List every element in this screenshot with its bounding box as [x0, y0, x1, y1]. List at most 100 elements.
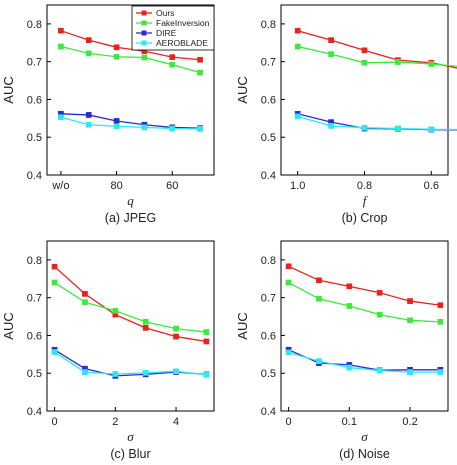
data-point [85, 37, 92, 43]
data-point [328, 37, 334, 43]
legend-label: FakeInversion [156, 18, 210, 28]
data-point [285, 349, 292, 356]
series-ours [51, 263, 210, 345]
data-point [85, 50, 92, 57]
y-tick-label: 0.6 [261, 330, 276, 342]
legend-marker [141, 10, 147, 16]
data-point [376, 367, 383, 374]
data-point [58, 114, 64, 121]
data-point [376, 311, 383, 318]
plot-frame [280, 4, 449, 176]
x-axis-label: σ [361, 429, 368, 444]
data-point [58, 27, 64, 34]
plot-frame [280, 240, 449, 412]
y-axis-label: AUC [235, 76, 250, 103]
x-tick-label: 4 [173, 416, 179, 428]
data-point [203, 338, 210, 345]
y-tick-label: 0.6 [27, 330, 42, 342]
x-tick-label: 80 [110, 180, 122, 192]
y-tick-label: 0.8 [261, 19, 276, 31]
subplot-1: 0.4 0.5 0.6 0.7 0.8 w/o 80 60 AUC q (a) JPEG [1, 4, 215, 225]
x-tick-label: 0.1 [342, 416, 357, 428]
series-line [288, 349, 441, 371]
legend-entry: AEROBLADE [136, 38, 208, 48]
data-point [346, 283, 353, 290]
data-point [437, 318, 444, 325]
legend-marker [141, 20, 147, 26]
data-point [113, 123, 120, 130]
data-point [346, 364, 353, 371]
data-point [169, 54, 176, 60]
series-fakeinversion [58, 43, 203, 76]
series-line [288, 265, 441, 306]
data-point [346, 303, 353, 309]
data-point [376, 289, 383, 296]
data-point [141, 54, 148, 61]
data-point [51, 263, 58, 270]
data-point [285, 263, 292, 270]
y-axis-label: AUC [1, 312, 16, 339]
data-point [142, 369, 149, 376]
series-fakeinversion [294, 43, 457, 67]
data-point [82, 291, 88, 297]
subplot-caption: (a) JPEG [105, 211, 156, 225]
x-tick-label: 0 [52, 416, 58, 428]
y-tick-label: 0.4 [27, 170, 42, 182]
subplot-2: 0.4 0.5 0.6 0.7 0.8 1.0 0.8 0.6 AUC f (b) Crop [235, 4, 457, 225]
y-tick-label: 0.5 [261, 368, 276, 380]
series-line [297, 115, 457, 131]
data-point [141, 124, 148, 131]
subplot-caption: (b) Crop [342, 211, 388, 225]
x-axis-label: q [127, 193, 134, 208]
data-point [316, 277, 322, 284]
series-line [60, 116, 201, 130]
data-point [113, 118, 120, 124]
legend-label: DIRE [156, 28, 177, 38]
data-point [51, 279, 58, 286]
data-point [169, 125, 176, 132]
series-aeroblade [285, 349, 444, 375]
series-aeroblade [294, 113, 457, 133]
data-point [294, 113, 301, 120]
data-point [169, 61, 176, 68]
series-line [60, 30, 201, 61]
data-point [294, 43, 301, 50]
x-axis-label: σ [127, 429, 134, 444]
data-point [203, 371, 210, 378]
data-point [328, 51, 334, 57]
data-point [142, 318, 149, 325]
x-axis-label: f [363, 193, 369, 208]
data-point [294, 27, 301, 34]
subplot-3: 0.4 0.5 0.6 0.7 0.8 0 2 4 AUC σ (c) Blur [1, 240, 215, 461]
series-line [60, 45, 201, 74]
data-point [112, 371, 119, 377]
series-line [54, 266, 207, 343]
data-point [361, 124, 368, 131]
y-tick-label: 0.4 [261, 170, 276, 182]
data-point [203, 329, 210, 335]
series-aeroblade [58, 114, 203, 132]
data-point [197, 56, 203, 63]
plot-frame [46, 4, 215, 176]
data-point [395, 59, 401, 65]
y-tick-label: 0.7 [27, 293, 42, 305]
data-point [285, 279, 292, 286]
series-ours [58, 27, 203, 63]
y-tick-label: 0.7 [261, 293, 276, 305]
data-point [142, 325, 149, 331]
data-point [112, 308, 119, 314]
legend-entry: DIRE [136, 28, 177, 38]
y-tick-label: 0.6 [27, 94, 42, 106]
legend-marker [141, 40, 147, 46]
data-point [197, 126, 203, 132]
series-fakeinversion [285, 279, 444, 325]
data-point [328, 123, 334, 129]
legend-entry: Ours [136, 8, 174, 18]
data-point [316, 358, 322, 364]
data-point [437, 369, 444, 375]
data-point [407, 317, 413, 324]
plot-frame [46, 240, 215, 412]
data-point [173, 368, 179, 375]
